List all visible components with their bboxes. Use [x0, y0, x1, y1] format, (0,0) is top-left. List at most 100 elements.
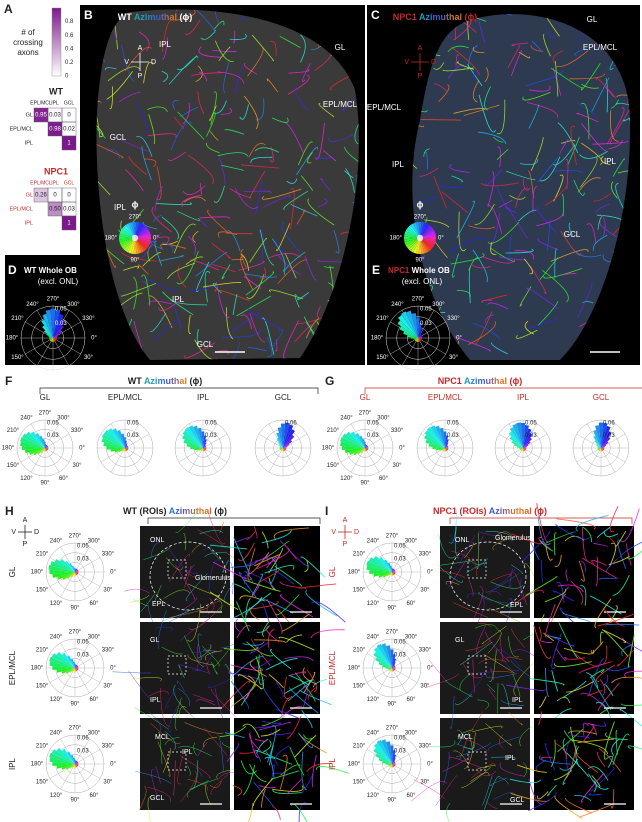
wheel-wedge — [135, 236, 151, 240]
rose-wedge — [203, 445, 206, 448]
wheel-wedge — [405, 228, 420, 238]
rose-wedge — [392, 668, 396, 669]
rose-wedge — [391, 572, 393, 576]
angle-label: 180° — [31, 666, 44, 672]
fiber — [190, 284, 220, 292]
fiber — [526, 102, 559, 118]
rose-wedge — [392, 764, 394, 768]
fiber — [217, 734, 224, 771]
fiber — [260, 728, 281, 737]
fiber — [306, 318, 320, 339]
angle-label: 300° — [405, 634, 418, 640]
rose-wedge — [61, 764, 75, 770]
rose-wedge — [200, 448, 203, 451]
compass-label: P — [343, 541, 348, 548]
fiber — [582, 724, 595, 743]
rose-wedge — [378, 556, 392, 572]
polar-spoke — [44, 447, 60, 473]
rose-wedge — [391, 567, 393, 572]
fiber — [605, 665, 632, 672]
rose-wedge — [391, 572, 392, 576]
fiber — [506, 170, 536, 181]
rose-wedge — [428, 443, 445, 448]
fiber — [209, 544, 248, 550]
fiber — [499, 635, 504, 662]
polar-spoke — [350, 447, 366, 473]
fiber — [237, 542, 255, 561]
fiber — [550, 67, 583, 89]
rose-wedge — [194, 448, 203, 451]
rose-wedge — [365, 445, 368, 448]
plot-label: GL — [40, 393, 51, 402]
rose-wedge — [61, 652, 75, 668]
polar-spoke — [30, 447, 46, 473]
angle-label: 30° — [449, 355, 459, 361]
radial-tick-label: 0.05 — [447, 421, 459, 427]
angle-label: 60° — [406, 697, 416, 703]
fiber — [271, 764, 275, 779]
rose-wedge — [385, 667, 392, 669]
rose-wedge — [70, 754, 75, 764]
angle-label: 60° — [59, 476, 69, 482]
radial-tick-label: 0.05 — [420, 307, 432, 313]
rose-wedge — [49, 757, 75, 764]
angle-label: 240° — [340, 415, 353, 421]
angle-label: 90° — [387, 702, 397, 708]
fiber — [268, 745, 275, 766]
fiber — [193, 694, 214, 702]
wheel-wedge — [135, 222, 142, 238]
fiber — [191, 72, 224, 77]
rose-wedge — [44, 442, 46, 448]
fiber — [306, 763, 333, 772]
rose-wedge — [392, 668, 396, 670]
fiber — [162, 240, 178, 245]
rose-wedge — [418, 338, 419, 342]
rose-wedge — [416, 317, 420, 338]
column-header: EPL/MCL — [30, 180, 52, 186]
fiber — [564, 797, 593, 814]
polar-spoke — [258, 433, 284, 449]
fiber — [195, 699, 216, 706]
fiber — [175, 509, 200, 534]
fiber — [184, 722, 224, 734]
angle-label: 240° — [26, 302, 39, 308]
rose-wedge — [283, 448, 286, 451]
rose-wedge — [46, 333, 53, 338]
heading-part: WT — [128, 376, 142, 386]
fiber — [497, 146, 502, 168]
fiber — [540, 560, 544, 584]
fiber — [593, 780, 597, 793]
polar-spoke — [74, 749, 101, 765]
fiber — [496, 531, 513, 538]
radial-tick-label: 0.06 — [285, 421, 297, 427]
rose-wedge — [75, 764, 77, 768]
polar-spoke — [444, 433, 470, 449]
rose-wedge — [389, 764, 392, 767]
fiber — [182, 103, 190, 125]
fiber — [539, 755, 571, 765]
rose-wedge — [369, 570, 392, 574]
fiber — [231, 684, 257, 707]
wheel-wedge — [420, 222, 427, 238]
fiber — [557, 122, 579, 154]
rose-wedge — [203, 448, 205, 452]
rose-wedge — [601, 422, 608, 448]
fiber — [268, 577, 276, 590]
rose-wedge — [597, 448, 601, 449]
polar-spoke — [366, 763, 393, 779]
row-label: IPL — [25, 220, 33, 226]
rose-wedge — [183, 439, 203, 448]
fiber — [590, 767, 615, 792]
rose-wedge — [392, 668, 394, 672]
rose-wedge — [418, 322, 422, 338]
rose-wedge — [522, 448, 524, 452]
rose-wedge — [601, 425, 611, 448]
fiber — [461, 766, 491, 788]
rose-wedge — [392, 764, 396, 766]
panel-letter: B — [84, 8, 93, 22]
fiber — [589, 595, 622, 615]
fiber — [569, 73, 606, 80]
fiber — [566, 680, 595, 693]
zoom-image — [234, 622, 320, 714]
rose-wedge — [73, 757, 75, 764]
